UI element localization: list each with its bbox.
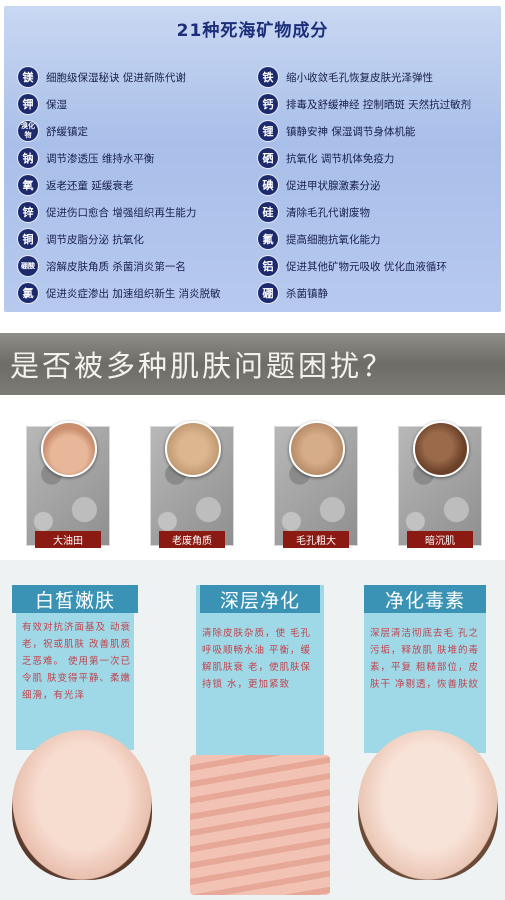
benefit-text: 深层清洁彻底去毛 孔之污垢，释放肌 肤堆的毒素，平复 粗糙部位，皮肤干 净剔透，… <box>370 628 480 690</box>
mineral-row: 氯促进炎症渗出 加速组织新生 消炎脱敏 <box>18 282 221 304</box>
problem-card-dead-skin: 老废角质 <box>150 421 234 548</box>
mineral-row: 铁缩小收敛毛孔恢复皮肤光泽弹性 <box>258 66 433 88</box>
skin-closeup-image <box>41 421 97 477</box>
woman-face-image <box>12 730 152 880</box>
problem-card-dull: 暗沉肌 <box>398 421 482 548</box>
mineral-description: 调节皮脂分泌 抗氧化 <box>46 233 144 246</box>
skin-closeup-image <box>165 421 221 477</box>
problem-card-oily: 大油田 <box>26 421 110 548</box>
benefit-text: 清除皮肤杂质，使 毛孔呼吸顺畅水油 平衡，缓解肌肤衰 老，使肌肤保持锁 水，更加… <box>202 628 312 690</box>
mineral-badge: 钠 <box>18 148 38 168</box>
mineral-row: 铜调节皮脂分泌 抗氧化 <box>18 228 144 250</box>
mineral-row: 硅清除毛孔代谢废物 <box>258 201 370 223</box>
mineral-badge: 锂 <box>258 121 278 141</box>
mineral-description: 排毒及舒缓神经 控制晒斑 天然抗过敏剂 <box>286 98 472 111</box>
mineral-description: 返老还童 延缓衰老 <box>46 179 134 192</box>
mineral-row: 锂镇静安神 保湿调节身体机能 <box>258 120 415 142</box>
mineral-row: 铝促进其他矿物元吸收 优化血液循环 <box>258 255 447 277</box>
problem-label: 暗沉肌 <box>407 531 473 548</box>
mineral-row: 钠调节渗透压 维持水平衡 <box>18 147 154 169</box>
mineral-row: 溴化物 舒缓镇定 <box>18 120 88 142</box>
mineral-row: 钾保湿 <box>18 93 67 115</box>
mineral-badge: 铁 <box>258 67 278 87</box>
mineral-row: 硒抗氧化 调节机体免疫力 <box>258 147 394 169</box>
minerals-title: 21种死海矿物成分 <box>176 21 329 41</box>
mineral-badge: 钙 <box>258 94 278 114</box>
mineral-badge: 铜 <box>18 229 38 249</box>
mineral-badge: 钾 <box>18 94 38 114</box>
mineral-badge: 硼酸 <box>18 256 38 276</box>
banner-text: 是否被多种肌肤问题困扰？ <box>10 349 395 383</box>
skin-layers-illustration <box>190 755 330 895</box>
mineral-row: 镁细胞级保湿秘诀 促进新陈代谢 <box>18 66 186 88</box>
benefit-title: 深层净化 <box>200 585 320 613</box>
skin-closeup-image <box>413 421 469 477</box>
mineral-description: 溶解皮肤角质 杀菌消炎第一名 <box>46 260 186 273</box>
mineral-badge: 硅 <box>258 202 278 222</box>
benefit-card-deep-clean: 深层净化 清除皮肤杂质，使 毛孔呼吸顺畅水油 平衡，缓解肌肤衰 老，使肌肤保持锁… <box>196 585 324 757</box>
mineral-row: 氟提高细胞抗氧化能力 <box>258 228 381 250</box>
mineral-badge: 氟 <box>258 229 278 249</box>
mineral-badge: 铝 <box>258 256 278 276</box>
mineral-description: 缩小收敛毛孔恢复皮肤光泽弹性 <box>286 71 433 84</box>
benefit-title: 净化毒素 <box>364 585 486 613</box>
problem-label: 大油田 <box>35 531 101 548</box>
mineral-badge: 氯 <box>18 283 38 303</box>
woman-face-image <box>358 730 498 880</box>
mineral-description: 杀菌镇静 <box>286 287 328 300</box>
mineral-badge: 氧 <box>18 175 38 195</box>
mineral-description: 清除毛孔代谢废物 <box>286 206 370 219</box>
mineral-description: 镇静安神 保湿调节身体机能 <box>286 125 416 138</box>
problem-label: 老废角质 <box>159 531 225 548</box>
skin-closeup-image <box>289 421 345 477</box>
mineral-row: 氧返老还童 延缓衰老 <box>18 174 133 196</box>
mineral-badge: 镁 <box>18 67 38 87</box>
mineral-row: 硼杀菌镇静 <box>258 282 328 304</box>
mineral-row: 钙排毒及舒缓神经 控制晒斑 天然抗过敏剂 <box>258 93 471 115</box>
mineral-description: 促进炎症渗出 加速组织新生 消炎脱敏 <box>46 287 221 300</box>
mineral-description: 提高细胞抗氧化能力 <box>286 233 381 246</box>
problem-label: 毛孔粗大 <box>283 531 349 548</box>
mineral-row: 硼酸 溶解皮肤角质 杀菌消炎第一名 <box>18 255 186 277</box>
mineral-row: 碘促进甲状腺激素分泌 <box>258 174 381 196</box>
mineral-description: 舒缓镇定 <box>46 125 88 138</box>
mineral-description: 保湿 <box>46 98 67 111</box>
mineral-badge: 硼 <box>258 283 278 303</box>
benefit-card-whitening: 白皙嫩肤 有效对抗济面基及 动衰老，祝或肌肤 改善肌质乏恶难。 使用第一次已令肌… <box>12 585 138 750</box>
mineral-row: 锌促进伤口愈合 增强组织再生能力 <box>18 201 196 223</box>
mineral-badge: 碘 <box>258 175 278 195</box>
minerals-panel: 21种死海矿物成分 镁细胞级保湿秘诀 促进新陈代谢钾保湿 溴化物 舒缓镇定钠调节渗透… <box>4 6 501 312</box>
mineral-description: 调节渗透压 维持水平衡 <box>46 152 155 165</box>
mineral-badge: 硒 <box>258 148 278 168</box>
mineral-description: 促进伤口愈合 增强组织再生能力 <box>46 206 197 219</box>
benefit-text: 有效对抗济面基及 动衰老，祝或肌肤 改善肌质乏恶难。 使用第一次已令肌 肤变得平… <box>22 622 132 701</box>
question-banner: 是否被多种肌肤问题困扰？ <box>0 333 505 395</box>
mineral-badge: 锌 <box>18 202 38 222</box>
mineral-description: 促进甲状腺激素分泌 <box>286 179 381 192</box>
mineral-badge: 溴化物 <box>18 121 38 141</box>
mineral-description: 细胞级保湿秘诀 促进新陈代谢 <box>46 71 186 84</box>
mineral-description: 促进其他矿物元吸收 优化血液循环 <box>286 260 447 273</box>
problem-card-pores: 毛孔粗大 <box>274 421 358 548</box>
benefit-title: 白皙嫩肤 <box>12 585 138 613</box>
benefit-card-detox: 净化毒素 深层清洁彻底去毛 孔之污垢，释放肌 肤堆的毒素，平复 粗糙部位，皮肤干… <box>364 585 486 753</box>
mineral-description: 抗氧化 调节机体免疫力 <box>286 152 395 165</box>
